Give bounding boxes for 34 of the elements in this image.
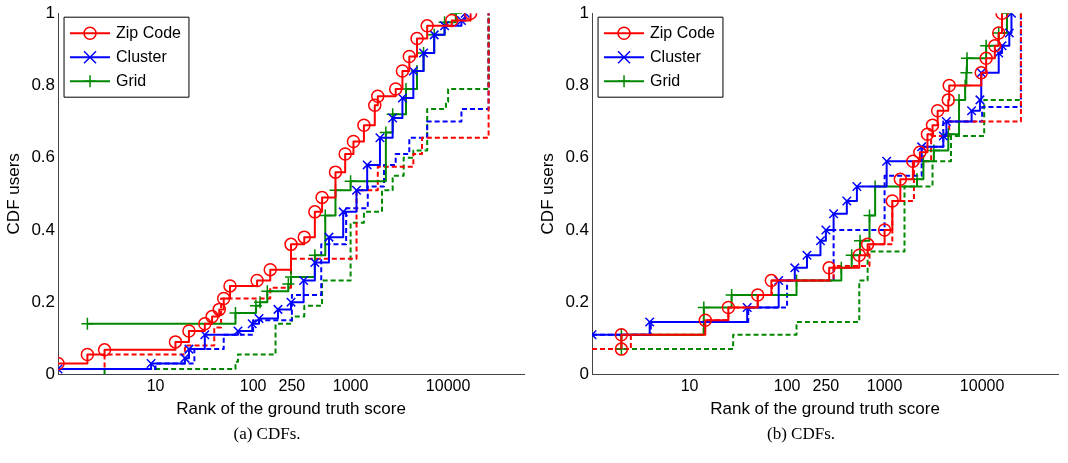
y-tick-label: 0.4 xyxy=(31,219,56,239)
y-tick-label: 0.2 xyxy=(31,291,56,311)
y-tick-label: 1 xyxy=(579,2,590,22)
y-tick-label: 1 xyxy=(45,2,56,22)
x-tick-label: 100 xyxy=(773,377,801,395)
legend-label: Cluster xyxy=(650,47,702,65)
y-tick-label: 0.6 xyxy=(31,147,56,167)
x-tick-label: 10000 xyxy=(959,377,1005,395)
legend-label: Grid xyxy=(116,71,147,89)
x-tick-label: 1000 xyxy=(866,377,903,395)
text: (a) CDFs. xyxy=(233,424,301,444)
y-tick-label: 0.2 xyxy=(565,291,590,311)
y-tick-label: 0 xyxy=(579,364,590,384)
legend-label: Grid xyxy=(650,71,681,89)
y-axis-title: CDF users xyxy=(3,153,23,235)
x-tick-label: 1000 xyxy=(332,377,369,395)
y-tick-label: 0.6 xyxy=(565,147,590,167)
y-tick-label: 0.8 xyxy=(31,75,56,95)
text: (b) CDFs. xyxy=(766,424,835,444)
x-axis-title: Rank of the ground truth score xyxy=(176,399,406,419)
y-axis-title: CDF users xyxy=(537,153,557,235)
legend-label: Cluster xyxy=(116,47,168,65)
x-tick-label: 100 xyxy=(239,377,267,395)
x-tick-label: 250 xyxy=(278,377,306,395)
y-tick-label: 0.4 xyxy=(565,219,590,239)
x-tick-label: 10 xyxy=(146,377,165,395)
y-tick-label: 0 xyxy=(45,364,56,384)
legend-label: Zip Code xyxy=(650,23,716,41)
y-tick-label: 0.8 xyxy=(565,75,590,95)
x-axis-title: Rank of the ground truth score xyxy=(710,399,940,419)
x-tick-label: 10 xyxy=(680,377,699,395)
legend-label: Zip Code xyxy=(116,23,182,41)
x-tick-label: 10000 xyxy=(425,377,471,395)
x-tick-label: 250 xyxy=(812,377,840,395)
